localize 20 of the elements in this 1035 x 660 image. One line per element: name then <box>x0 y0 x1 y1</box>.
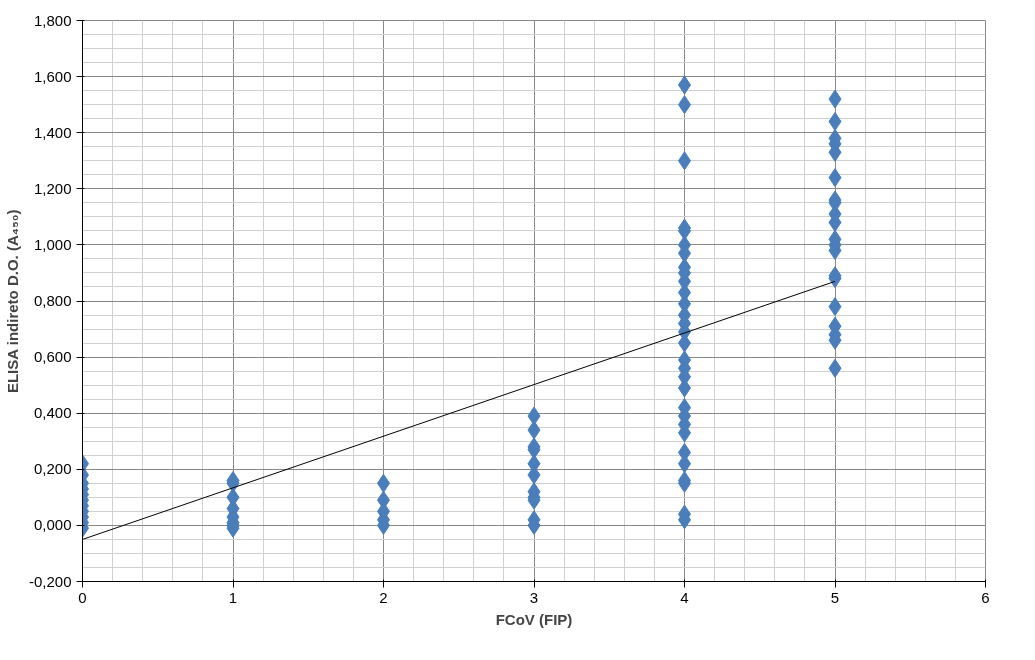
x-axis-title: FCoV (FIP) <box>495 610 573 628</box>
x-tick-label: 0 <box>78 588 87 606</box>
x-tick-label: 6 <box>981 588 990 606</box>
y-axis-title: ELISA indireto D.O. (A₄₅₀) <box>3 209 21 394</box>
y-tick-label: 0,400 <box>33 404 72 422</box>
x-tick-label: 5 <box>830 588 840 606</box>
y-tick-label: 1,400 <box>33 123 72 141</box>
y-tick-label: 0,800 <box>33 292 72 309</box>
y-tick-label: 1,200 <box>33 179 72 197</box>
x-tick-label: 2 <box>379 588 388 606</box>
y-tick-label: 0,200 <box>33 460 72 478</box>
y-tick-label: 1,000 <box>33 235 72 253</box>
y-tick-label: 1,600 <box>33 67 72 85</box>
y-tick-label: 1,800 <box>33 11 72 29</box>
y-tick-label: 0,000 <box>33 516 72 534</box>
x-tick-label: 4 <box>680 588 689 606</box>
y-tick-label: 0,600 <box>33 348 72 366</box>
x-tick-label: 3 <box>529 588 539 606</box>
y-tick-label: -0,200 <box>28 572 72 590</box>
x-tick-label: 1 <box>228 588 238 606</box>
